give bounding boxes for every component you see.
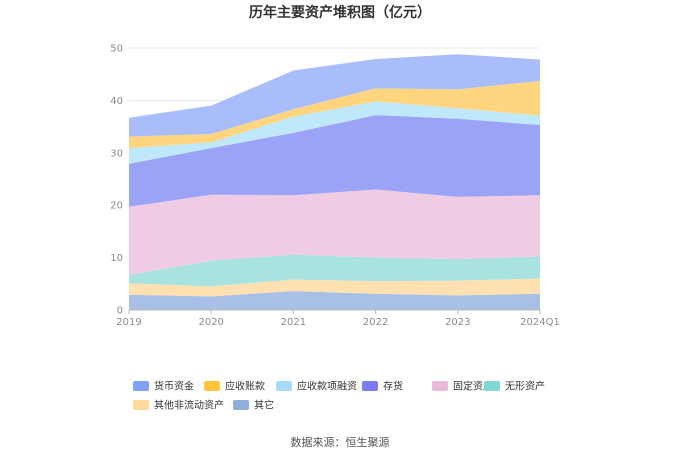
legend-label: 应收款项融资 <box>297 380 357 393</box>
legend-item[interactable]: 其它 <box>233 399 274 412</box>
x-tick-label: 2023 <box>445 317 470 328</box>
y-tick-label: 0 <box>117 306 123 317</box>
y-tick-label: 50 <box>110 44 123 55</box>
area-series-0 <box>129 291 540 310</box>
legend-label: 固定资产 <box>453 380 493 393</box>
x-tick-label: 2019 <box>116 317 141 328</box>
legend-swatch <box>362 381 378 391</box>
area-series <box>129 54 540 310</box>
x-axis: 2019 2020 2021 2022 2023 2024Q1 <box>116 309 560 328</box>
area-series-3 <box>129 189 540 275</box>
chart-title: 历年主要资产堆积图（亿元） <box>249 4 431 21</box>
area-series-2 <box>129 254 540 287</box>
legend-item[interactable]: 其他非流动资产 <box>133 399 224 412</box>
legend-swatch <box>432 381 448 391</box>
legend-swatch <box>233 400 249 410</box>
legend-item[interactable]: 存货 <box>362 380 403 393</box>
legend-swatch <box>133 400 149 410</box>
legend-item[interactable]: 固定资产 <box>432 380 493 393</box>
legend-label: 其他非流动资产 <box>154 399 224 412</box>
legend-swatch <box>204 381 220 391</box>
y-tick-label: 10 <box>110 253 123 264</box>
y-tick-label: 30 <box>110 148 123 159</box>
legend-label: 货币资金 <box>154 380 194 393</box>
x-tick-label: 2020 <box>198 317 223 328</box>
area-series-5 <box>129 101 540 164</box>
legend-swatch <box>276 381 292 391</box>
x-tick-label: 2021 <box>281 317 306 328</box>
legend-label: 应收账款 <box>225 380 265 393</box>
legend-label: 无形资产 <box>505 380 545 393</box>
legend-item[interactable]: 应收账款 <box>204 380 265 393</box>
area-series-6 <box>129 81 540 149</box>
data-source: 数据来源：恒生聚源 <box>291 435 390 449</box>
area-series-4 <box>129 115 540 207</box>
y-tick-label: 40 <box>110 96 123 107</box>
y-tick-label: 20 <box>110 201 123 212</box>
legend-swatch <box>484 381 500 391</box>
legend-item[interactable]: 应收款项融资 <box>276 380 357 393</box>
legend-label: 其它 <box>254 399 274 412</box>
area-series-7 <box>129 54 540 137</box>
legend-item[interactable]: 货币资金 <box>133 380 194 393</box>
x-tick-label: 2024Q1 <box>520 317 560 328</box>
legend-swatch <box>133 381 149 391</box>
y-axis: 0 10 20 30 40 50 <box>110 44 123 317</box>
x-tick-label: 2022 <box>363 317 388 328</box>
legend-label: 存货 <box>383 380 403 393</box>
legend-item[interactable]: 无形资产 <box>484 380 545 393</box>
area-series-1 <box>129 278 540 297</box>
